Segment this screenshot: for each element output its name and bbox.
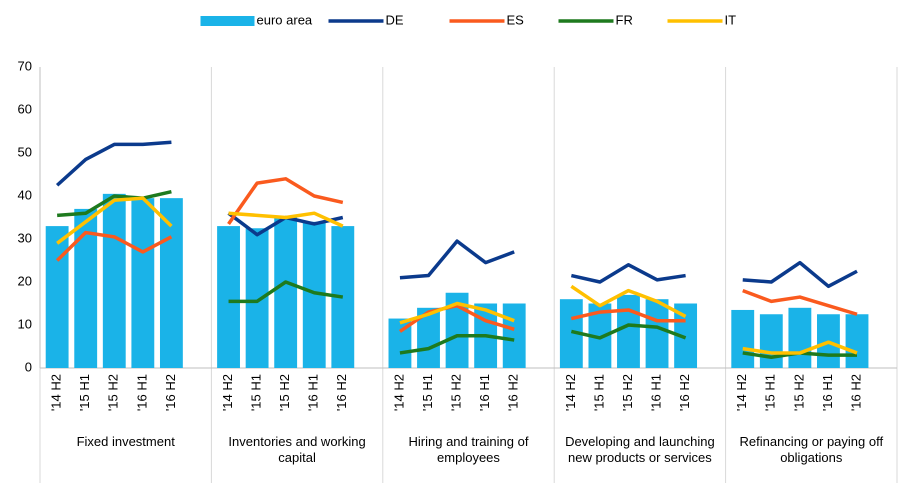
bar (131, 198, 155, 368)
bar (645, 299, 669, 368)
x-tick-label: '16 H2 (677, 374, 692, 411)
x-tick-label: '16 H2 (506, 374, 521, 411)
x-tick-label: '14 H2 (563, 374, 578, 411)
line (742, 288, 858, 316)
line (55, 140, 172, 187)
bar (617, 294, 640, 368)
legend-label: IT (725, 12, 737, 27)
line (399, 334, 515, 355)
line (570, 263, 686, 284)
bar (245, 228, 269, 368)
bar (417, 307, 440, 368)
y-tick-label: 0 (25, 359, 32, 374)
x-tick-label: '16 H2 (848, 374, 863, 411)
line (57, 189, 172, 218)
x-tick-label: '16 H2 (334, 374, 349, 411)
x-tick-label: '15 H1 (77, 374, 92, 411)
bar (217, 226, 240, 368)
line (742, 260, 858, 289)
x-tick-label: '15 H1 (420, 374, 435, 411)
bar (445, 292, 469, 368)
x-tick-label: '14 H2 (220, 374, 235, 411)
bar (845, 314, 869, 368)
line (227, 177, 344, 225)
group-label: Developing and launching new products or… (565, 434, 715, 465)
line (570, 323, 687, 340)
x-tick-label: '15 H2 (791, 374, 806, 411)
x-tick-label: '16 H1 (306, 374, 321, 411)
legend-label: ES (507, 12, 525, 27)
legend-label: FR (616, 12, 633, 27)
group-label: Inventories and working capital (228, 434, 366, 465)
bar (588, 303, 612, 368)
line (228, 280, 344, 304)
y-tick-label: 60 (18, 101, 32, 116)
y-tick-label: 30 (18, 230, 32, 245)
x-tick-label: '15 H1 (763, 374, 778, 411)
x-tick-label: '16 H1 (134, 374, 149, 411)
line (742, 340, 858, 355)
bar (302, 221, 326, 368)
y-tick-label: 40 (18, 187, 32, 202)
line (56, 196, 173, 245)
x-tick-label: '16 H1 (648, 374, 663, 411)
x-tick-label: '16 H1 (477, 374, 492, 411)
line (399, 239, 515, 280)
x-tick-label: '15 H1 (591, 374, 606, 411)
bar (274, 217, 298, 368)
x-tick-label: '14 H2 (49, 374, 64, 411)
x-tick-label: '15 H2 (449, 374, 464, 411)
x-tick-label: '16 H2 (163, 374, 178, 411)
bar (45, 226, 69, 368)
group-label: Hiring and training of employees (408, 434, 529, 465)
legend-swatch (200, 16, 255, 26)
bar (388, 318, 412, 368)
line (570, 308, 686, 323)
bar (788, 307, 812, 368)
bar (102, 193, 126, 368)
x-tick-label: '15 H2 (277, 374, 292, 411)
line (228, 211, 344, 228)
line (570, 284, 687, 318)
x-tick-label: '14 H2 (391, 374, 406, 411)
bar (502, 303, 526, 368)
bar (731, 309, 755, 368)
bar (74, 208, 98, 368)
bar (159, 198, 183, 368)
x-tick-label: '14 H2 (734, 374, 749, 411)
x-tick-label: '15 H2 (620, 374, 635, 411)
x-tick-label: '15 H2 (106, 374, 121, 411)
y-tick-label: 20 (18, 273, 32, 288)
x-tick-label: '16 H1 (820, 374, 835, 411)
y-tick-label: 50 (18, 144, 32, 159)
legend-label: DE (386, 12, 404, 27)
line (55, 230, 173, 262)
legend-label: euro area (257, 12, 313, 27)
group-label: Fixed investment (76, 434, 175, 449)
y-tick-label: 10 (18, 316, 32, 331)
bar (759, 314, 783, 368)
y-tick-label: 70 (18, 58, 32, 73)
line (399, 301, 515, 325)
group-label: Refinancing or paying off obligations (739, 434, 884, 465)
x-tick-label: '15 H1 (249, 374, 264, 411)
